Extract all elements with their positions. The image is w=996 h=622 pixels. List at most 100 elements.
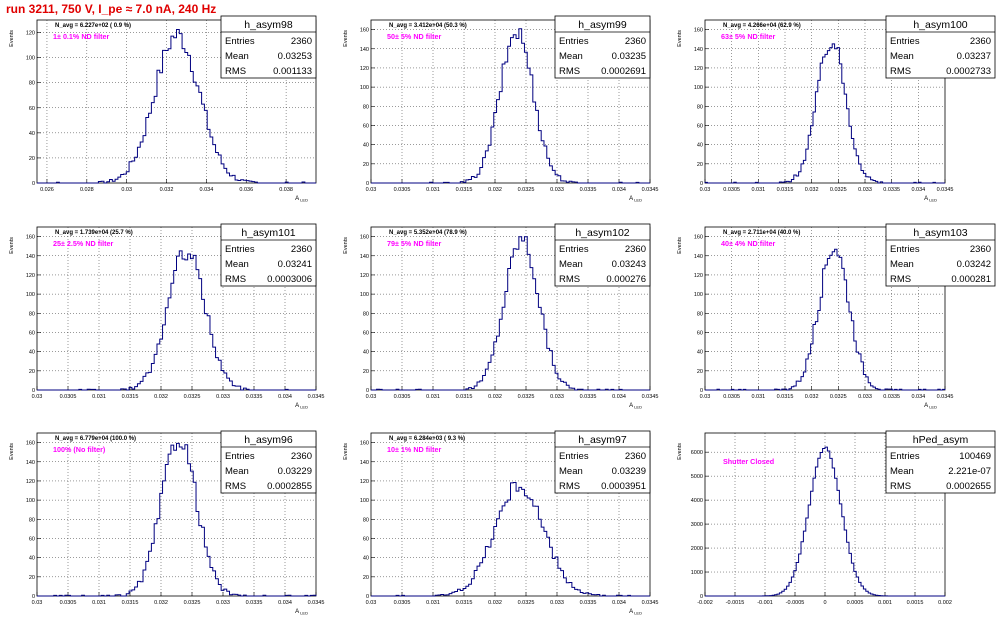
- stats-box: h_asym96 Entries 2360 Mean 0.03229 RMS 0.00028…: [220, 430, 317, 494]
- stats-box: h_asym102 Entries 2360 Mean 0.03243 RMS 0.0002…: [554, 223, 651, 287]
- stats-box-title: h_asym97: [578, 434, 627, 446]
- stats-box-title: h_asym96: [244, 434, 293, 446]
- stats-value-entries: 100469: [959, 451, 991, 462]
- y-tick-label: 140: [26, 254, 35, 260]
- x-tick-label: 0.0325: [518, 600, 535, 606]
- y-tick-label: 80: [697, 104, 703, 110]
- x-tick-label: 0: [823, 600, 826, 606]
- x-axis-label: A LED: [629, 609, 642, 616]
- y-tick-label: 80: [29, 311, 35, 317]
- y-tick-label: 0: [32, 388, 35, 394]
- stats-key-entries: Entries: [225, 244, 255, 255]
- plot-h_asym96: 0.03 0.0305 0.031 0.0315 0.032 0.0325 0.033 0.0…: [9, 430, 325, 616]
- x-tick-label: 0.03: [700, 394, 711, 400]
- stats-value-rms: 0.0002855: [267, 481, 312, 492]
- plot-h_asym97: 0.03 0.0305 0.031 0.0315 0.032 0.0325 0.033 0.0…: [343, 430, 658, 616]
- y-tick-label: 40: [697, 143, 703, 149]
- y-tick-label: 160: [360, 235, 369, 241]
- stats-key-mean: Mean: [559, 466, 583, 477]
- y-tick-label: 1000: [691, 570, 703, 576]
- y-tick-label: 100: [694, 292, 703, 298]
- x-tick-label: 0.031: [426, 394, 440, 400]
- x-tick-label: -0.001: [757, 600, 773, 606]
- x-tick-label: 0.0315: [122, 394, 139, 400]
- y-tick-label: 120: [694, 66, 703, 72]
- y-tick-label: 60: [29, 536, 35, 542]
- x-tick-label: 0.034: [278, 394, 292, 400]
- x-axis-label: A LED: [924, 403, 937, 410]
- x-tick-label: 0.03: [32, 600, 43, 606]
- stats-key-entries: Entries: [225, 451, 255, 462]
- y-tick-label: 40: [697, 350, 703, 356]
- y-tick-label: 120: [694, 273, 703, 279]
- filter-label: 79± 5% ND filter: [387, 239, 441, 248]
- x-axis-label: A LED: [295, 609, 308, 616]
- y-tick-label: 20: [29, 575, 35, 581]
- x-tick-label: -0.0005: [786, 600, 805, 606]
- navg-label: N_avg = 6.284e+03 ( 9.3 %): [389, 436, 465, 442]
- stats-key-entries: Entries: [890, 451, 920, 462]
- x-tick-label: 0.032: [805, 187, 819, 193]
- x-tick-label: 0.031: [426, 600, 440, 606]
- navg-label: N_avg = 6.779e+04 (100.0 %): [55, 436, 136, 442]
- x-tick-label: 0.036: [239, 187, 253, 193]
- x-tick-label: 0.033: [858, 187, 872, 193]
- x-tick-label: 0.034: [612, 394, 626, 400]
- x-tick-label: 0.034: [278, 600, 292, 606]
- stats-key-rms: RMS: [559, 481, 580, 492]
- y-axis-label: Events: [343, 443, 349, 460]
- filter-label: 10± 1% ND filter: [387, 445, 441, 454]
- y-axis-label: Events: [677, 237, 683, 254]
- stats-value-entries: 2360: [970, 36, 991, 47]
- x-tick-label: 0.033: [858, 394, 872, 400]
- navg-label: N_avg = 3.412e+04 (50.3 %): [389, 23, 467, 29]
- y-tick-label: 140: [694, 47, 703, 53]
- x-tick-label: 0.0315: [456, 394, 473, 400]
- histogram-h_asym101: [37, 250, 316, 391]
- y-tick-label: 0: [366, 388, 369, 394]
- stats-key-entries: Entries: [890, 244, 920, 255]
- x-axis-label: A LED: [629, 403, 642, 410]
- x-axis-label: A LED: [295, 403, 308, 410]
- y-tick-label: 60: [363, 536, 369, 542]
- x-tick-label: 0.0345: [308, 600, 325, 606]
- x-tick-label: 0.032: [160, 187, 174, 193]
- x-tick-label: 0.0335: [246, 600, 263, 606]
- stats-box-title: h_asym98: [244, 19, 293, 31]
- x-tick-label: 0.033: [550, 187, 564, 193]
- stats-key-rms: RMS: [890, 481, 911, 492]
- stats-key-mean: Mean: [890, 259, 914, 270]
- stats-key-entries: Entries: [559, 244, 589, 255]
- stats-key-mean: Mean: [559, 259, 583, 270]
- x-tick-label: 0.032: [154, 394, 168, 400]
- stats-value-rms: 0.0003951: [601, 481, 646, 492]
- x-tick-label: 0.0325: [518, 187, 535, 193]
- x-tick-label: 0.0345: [642, 394, 659, 400]
- y-tick-label: 60: [697, 123, 703, 129]
- y-axis-label: Events: [343, 237, 349, 254]
- histogram-h_asym100: [704, 43, 945, 184]
- y-tick-label: 100: [26, 498, 35, 504]
- stats-box-frame: [554, 223, 651, 287]
- stats-box-frame: [220, 223, 317, 287]
- x-tick-label: 0.026: [40, 187, 54, 193]
- stats-key-mean: Mean: [225, 466, 249, 477]
- x-tick-label: 0.03: [700, 187, 711, 193]
- stats-value-mean: 0.03239: [612, 466, 646, 477]
- y-tick-label: 6000: [691, 450, 703, 456]
- x-axis-label: A LED: [629, 196, 642, 203]
- y-tick-label: 160: [360, 28, 369, 34]
- filter-label: 63± 5% ND filter: [721, 32, 775, 41]
- stats-value-rms: 0.0002733: [946, 66, 991, 77]
- navg-label: N_avg = 4.266e+04 (62.9 %): [723, 23, 801, 29]
- y-axis-label: Events: [343, 30, 349, 47]
- stats-box-title: hPed_asym: [913, 434, 969, 446]
- stats-value-mean: 2.221e-07: [948, 466, 991, 477]
- filter-label: 1± 0.1% ND filter: [53, 32, 109, 41]
- stats-value-mean: 0.03243: [612, 259, 646, 270]
- y-tick-label: 80: [697, 311, 703, 317]
- x-tick-label: 0.03: [32, 394, 43, 400]
- y-tick-label: 4000: [691, 498, 703, 504]
- y-tick-label: 2000: [691, 546, 703, 552]
